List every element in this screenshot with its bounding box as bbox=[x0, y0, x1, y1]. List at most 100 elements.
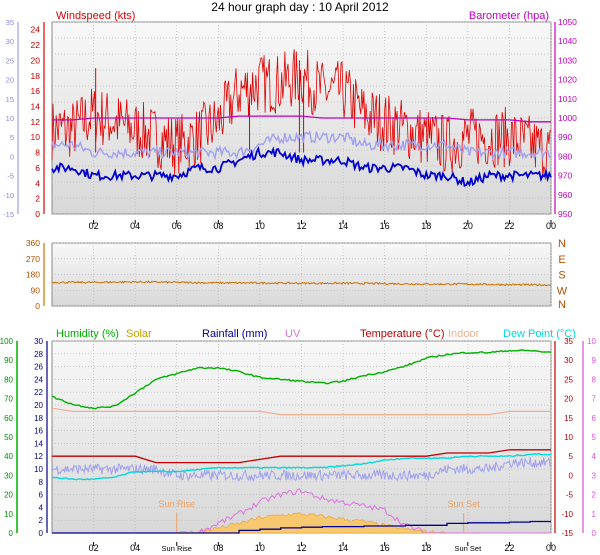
wind-x-label: 18 bbox=[421, 221, 431, 231]
wind-y-tick: 2 bbox=[35, 194, 40, 204]
temp-far-left-tick: 5 bbox=[10, 133, 14, 142]
wind-x-label: 02 bbox=[89, 221, 99, 231]
temperature-y-tick: 20 bbox=[564, 395, 573, 404]
temperature-label: Temperature (°C) bbox=[360, 328, 444, 340]
uv-y-tick: 3 bbox=[592, 471, 597, 480]
sunset-label: Sun Set bbox=[448, 499, 481, 509]
barometer-axis-label: Barometer (hpa) bbox=[469, 10, 549, 22]
uv-y-tick: 8 bbox=[592, 375, 597, 384]
lavender-series bbox=[51, 130, 552, 161]
temp-far-left-tick: -5 bbox=[7, 172, 14, 181]
env-x-label: 10 bbox=[255, 543, 265, 553]
wind-x-label: 04 bbox=[130, 221, 140, 231]
wind-x-label: 10 bbox=[255, 221, 265, 231]
rainfall-y-tick: 14 bbox=[34, 439, 43, 448]
temp-far-left-tick: -15 bbox=[3, 210, 14, 219]
barometer-y-tick: 990 bbox=[558, 132, 572, 142]
humidity-y-tick: 20 bbox=[4, 491, 13, 500]
barometer-y-tick: 1020 bbox=[558, 75, 577, 85]
temp-far-left-tick: 10 bbox=[6, 114, 14, 123]
sunrise-label: Sun Rise bbox=[158, 499, 195, 509]
wind-x-label: 14 bbox=[338, 221, 348, 231]
temp-far-left-tick: 30 bbox=[6, 37, 14, 46]
uv-y-tick: 10 bbox=[587, 337, 596, 346]
uv-y-tick: 9 bbox=[592, 356, 597, 365]
rainfall-y-tick: 22 bbox=[34, 388, 43, 397]
humidity-y-tick: 50 bbox=[4, 433, 13, 442]
wind-x-label: 22 bbox=[504, 221, 514, 231]
env-x-label: 22 bbox=[504, 543, 514, 553]
rainfall-y-tick: 30 bbox=[34, 337, 43, 346]
direction-y-tick: 90 bbox=[31, 285, 41, 295]
uv-y-tick: 7 bbox=[592, 395, 597, 404]
solar-label: Solar bbox=[126, 328, 152, 340]
direction-y-tick: 180 bbox=[26, 270, 40, 280]
env-x-label: 18 bbox=[421, 543, 431, 553]
direction-y-tick: 360 bbox=[26, 238, 40, 248]
humidity-y-tick: 40 bbox=[4, 452, 13, 461]
barometer-y-tick: 1030 bbox=[558, 55, 577, 65]
wind-y-tick: 4 bbox=[35, 178, 40, 188]
dewpoint-label: Dew Point (°C) bbox=[503, 328, 576, 340]
compass-label: E bbox=[558, 254, 565, 266]
rainfall-y-tick: 6 bbox=[39, 491, 44, 500]
rainfall-y-tick: 10 bbox=[34, 465, 43, 474]
temp-far-left-tick: 20 bbox=[6, 76, 14, 85]
uv-y-tick: 1 bbox=[592, 510, 597, 519]
barometer-y-tick: 1040 bbox=[558, 36, 577, 46]
temperature-y-tick: 35 bbox=[564, 337, 573, 346]
chart-title: 24 hour graph day : 10 April 2012 bbox=[211, 0, 389, 14]
barometer-y-tick: 1050 bbox=[558, 17, 577, 27]
temperature-y-tick: -5 bbox=[566, 491, 574, 500]
temperature-series bbox=[52, 449, 551, 464]
barometer-y-tick: 950 bbox=[558, 209, 572, 219]
wind-y-tick: 6 bbox=[35, 163, 40, 173]
barometer-series bbox=[52, 115, 551, 123]
temperature-y-tick: 30 bbox=[564, 356, 573, 365]
temperature-y-tick: -15 bbox=[561, 529, 573, 538]
env-x-label: 08 bbox=[213, 543, 223, 553]
uv-y-tick: 4 bbox=[592, 452, 597, 461]
humidity-y-tick: 90 bbox=[4, 356, 13, 365]
rainfall-y-tick: 16 bbox=[34, 427, 43, 436]
rainfall-y-tick: 8 bbox=[39, 478, 44, 487]
temp-far-left-tick: 15 bbox=[6, 95, 14, 104]
barometer-y-tick: 980 bbox=[558, 151, 572, 161]
wind-x-label: 08 bbox=[213, 221, 223, 231]
rainfall-y-tick: 24 bbox=[34, 375, 43, 384]
temperature-y-tick: 0 bbox=[569, 471, 574, 480]
temp-far-left-tick: -10 bbox=[3, 191, 14, 200]
barometer-y-tick: 970 bbox=[558, 171, 572, 181]
humidity-y-tick: 10 bbox=[4, 510, 13, 519]
wind-x-label: 16 bbox=[380, 221, 390, 231]
rainfall-series bbox=[52, 520, 551, 534]
wind-x-label: 00 bbox=[546, 221, 556, 231]
temperature-y-tick: 25 bbox=[564, 375, 573, 384]
wind-y-tick: 16 bbox=[31, 86, 41, 96]
wind-y-tick: 10 bbox=[31, 132, 41, 142]
temperature-y-tick: 5 bbox=[569, 452, 574, 461]
compass-label: N bbox=[558, 299, 566, 311]
wind-x-label: 12 bbox=[296, 221, 306, 231]
wind-x-label: 06 bbox=[172, 221, 182, 231]
uv-label: UV bbox=[285, 328, 301, 340]
rainfall-y-tick: 4 bbox=[39, 503, 44, 512]
rainfall-y-tick: 2 bbox=[39, 516, 44, 525]
direction-y-tick: 0 bbox=[35, 301, 40, 311]
rainfall-y-tick: 26 bbox=[34, 363, 43, 372]
indoor-series bbox=[51, 407, 551, 416]
temp-far-left-tick: 35 bbox=[6, 18, 14, 27]
env-x-label: 00 bbox=[546, 543, 556, 553]
rainfall-label: Rainfall (mm) bbox=[202, 328, 267, 340]
rainfall-y-tick: 12 bbox=[34, 452, 43, 461]
compass-label: W bbox=[557, 285, 568, 297]
env-x-label: Sun Set bbox=[454, 544, 482, 553]
rainfall-y-tick: 28 bbox=[34, 350, 43, 359]
env-x-label: 14 bbox=[338, 543, 348, 553]
uv-y-tick: 0 bbox=[592, 529, 597, 538]
wind-axis-label: Windspeed (kts) bbox=[56, 10, 135, 22]
rainfall-y-tick: 18 bbox=[34, 414, 43, 423]
wind-y-tick: 22 bbox=[31, 40, 41, 50]
temp-far-left-tick: 0 bbox=[10, 152, 14, 161]
